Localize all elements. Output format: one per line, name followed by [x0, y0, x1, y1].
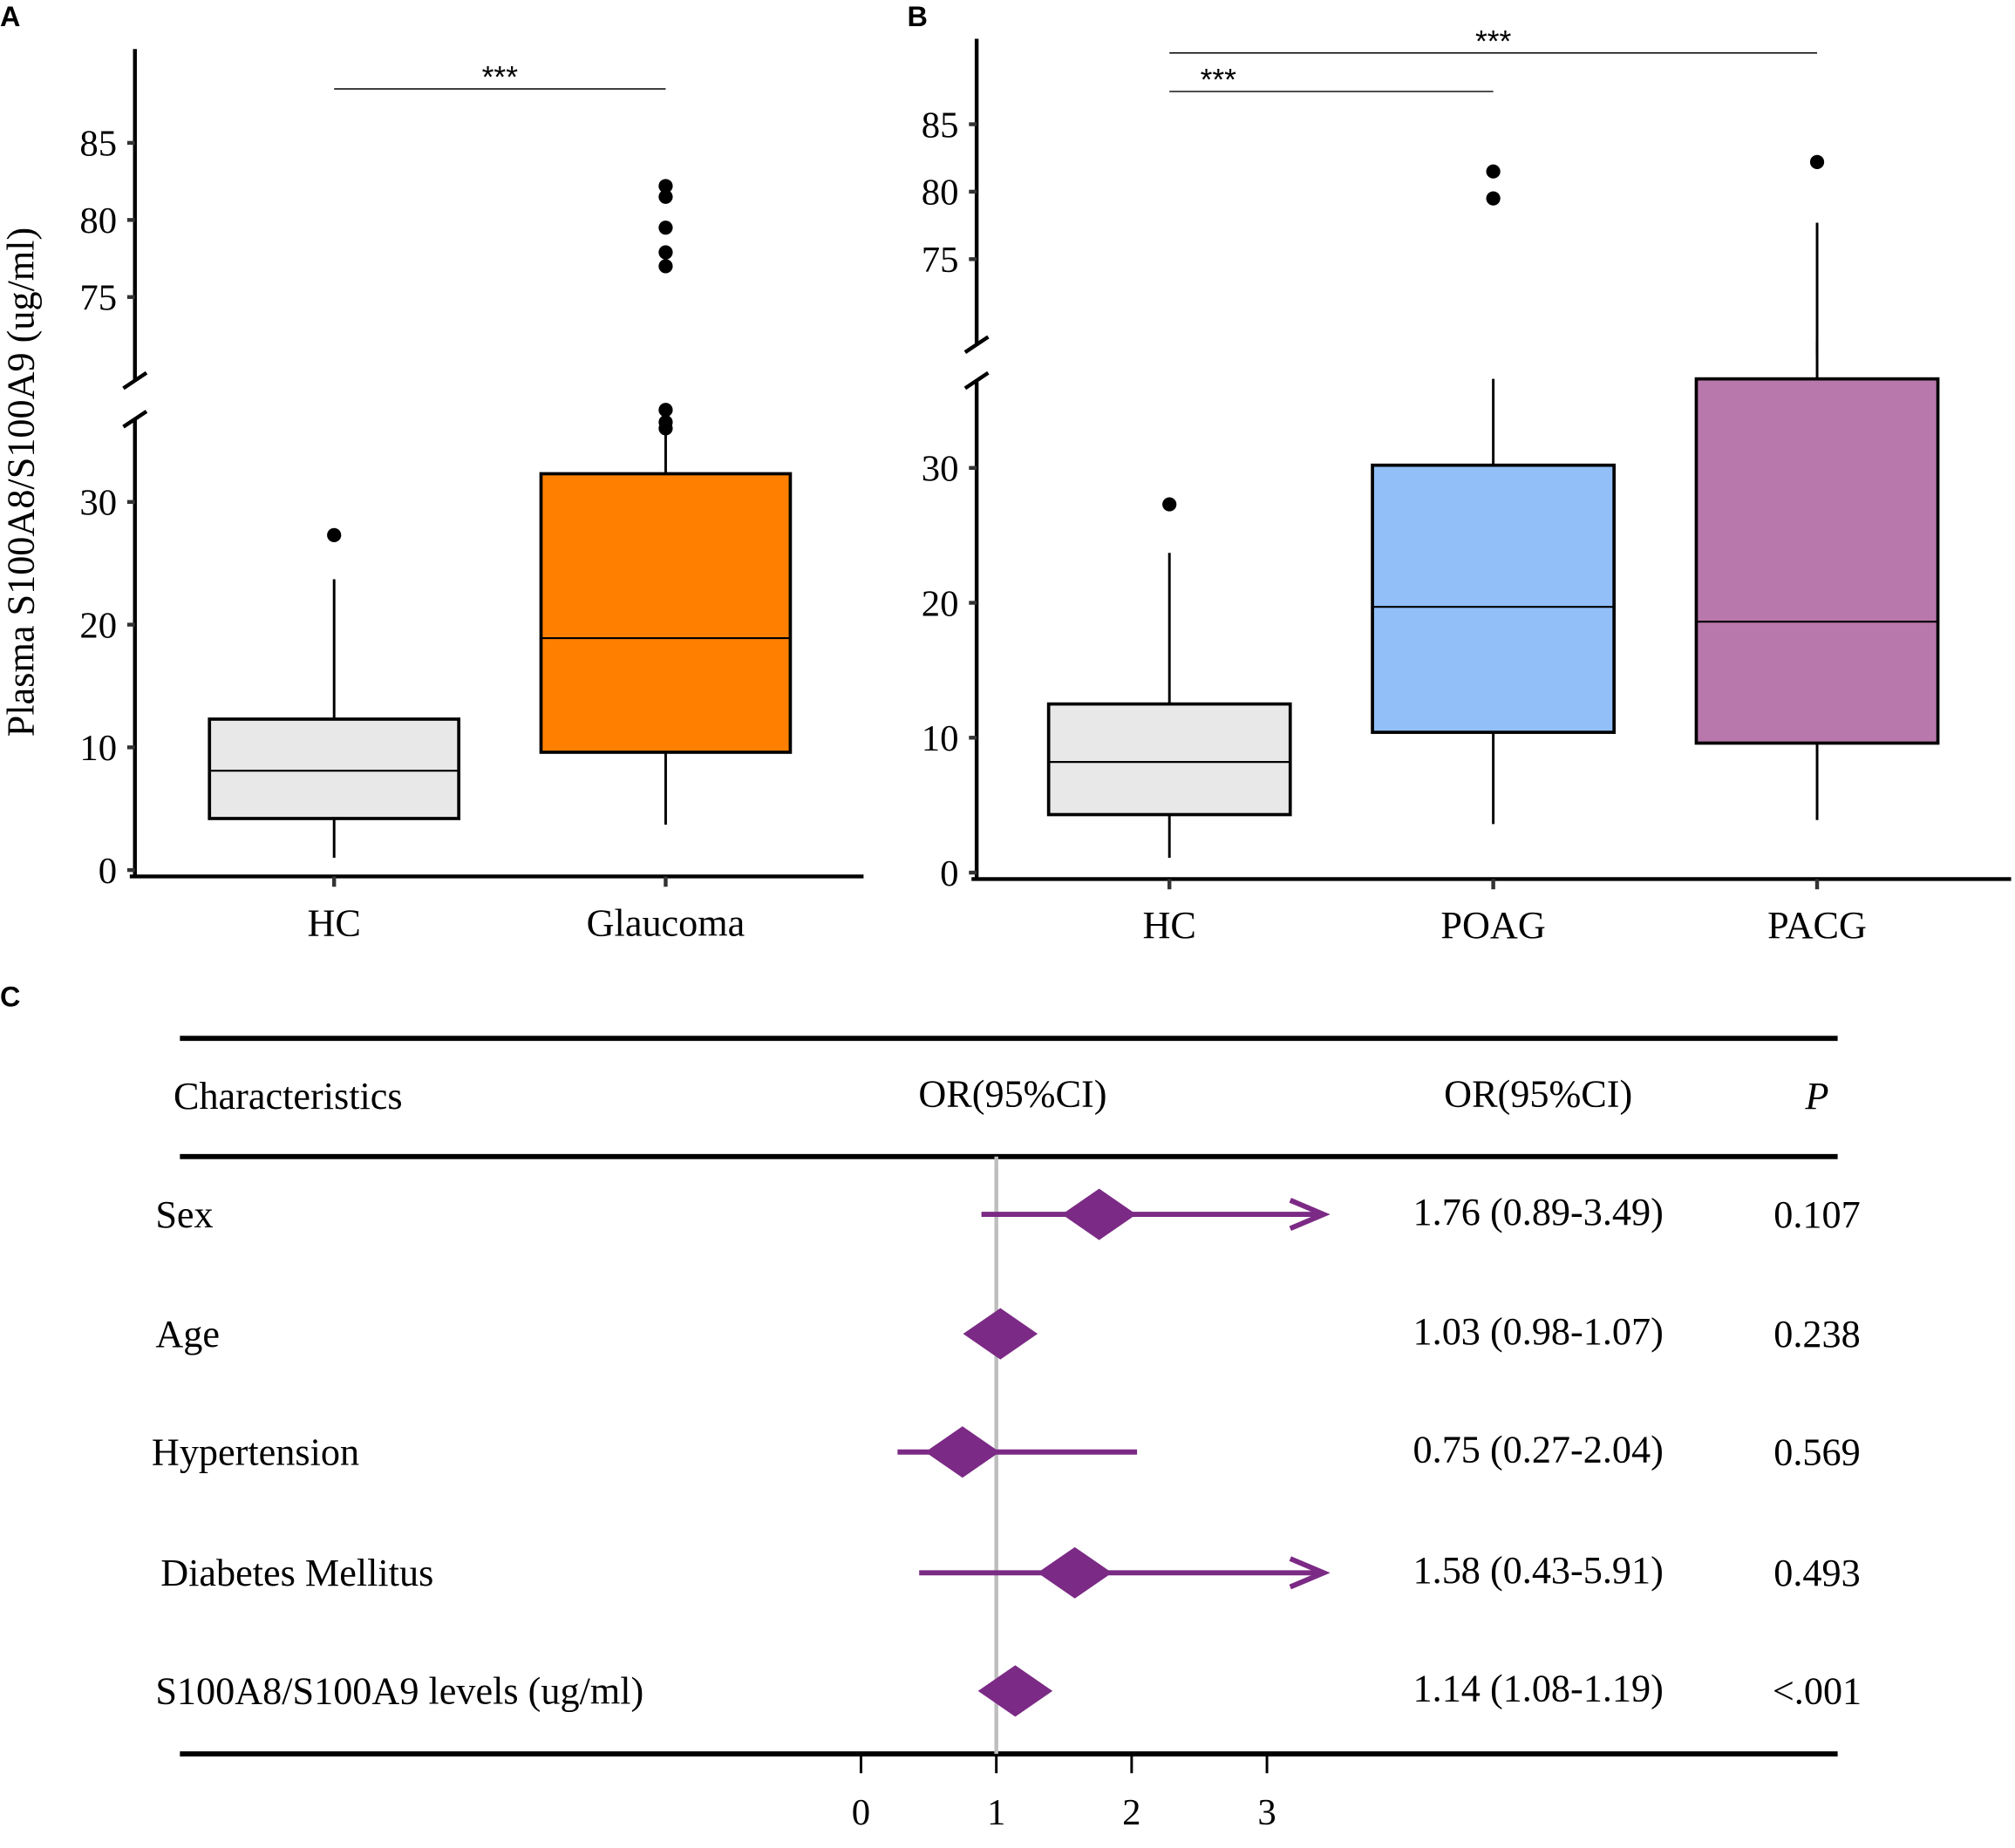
outlier-point: [658, 221, 673, 235]
outlier-point: [1486, 191, 1501, 206]
header-p: P: [1805, 1075, 1829, 1118]
outlier-point: [658, 259, 673, 274]
box-hc: [1046, 702, 1292, 817]
x-tick-label: HC: [307, 901, 360, 944]
row-label: S100A8/S100A9 levels (ug/ml): [155, 1670, 643, 1713]
outlier-point: [1486, 164, 1501, 179]
panel-label-c: C: [0, 981, 20, 1012]
or-diamond: [925, 1426, 1000, 1478]
x-tick-label: 3: [1257, 1792, 1276, 1833]
x-tick-label: HC: [1143, 904, 1196, 947]
outlier-point: [658, 179, 673, 194]
header-or: OR(95%CI): [1444, 1072, 1632, 1115]
header-characteristics: Characteristics: [174, 1075, 403, 1118]
row-label: Age: [155, 1313, 220, 1355]
y-tick-label: 0: [99, 851, 117, 892]
panel-label-a: A: [0, 1, 20, 32]
x-tick-label: Glaucoma: [587, 901, 745, 944]
panel-c-forest-plot: Characteristics OR(95%CI) OR(95%CI) P 0 1 2 3 Se…: [152, 1036, 1862, 1833]
y-tick-label: 30: [922, 449, 959, 490]
or-diamond: [977, 1665, 1053, 1717]
or-value: 1.76 (0.89-3.49): [1413, 1191, 1664, 1233]
box-glaucoma: [539, 472, 793, 754]
p-value: 0.238: [1773, 1313, 1860, 1355]
panel-label-b: B: [908, 1, 928, 32]
outlier-point: [658, 245, 673, 260]
or-value: 1.14 (1.08-1.19): [1413, 1668, 1664, 1710]
outlier-point: [327, 527, 342, 542]
p-value: 0.569: [1773, 1430, 1860, 1473]
panel-a-boxplot: 0 10 20 30 75 80 85 HC Glaucoma ***: [79, 49, 864, 944]
or-value: 0.75 (0.27-2.04): [1413, 1429, 1664, 1471]
box-poag: [1371, 463, 1617, 734]
y-axis-label-a: Plasma S100A8/S100A9 (ug/ml): [0, 228, 42, 737]
y-tick-label: 20: [922, 583, 959, 624]
header-plot: OR(95%CI): [918, 1072, 1106, 1115]
p-value: 0.493: [1773, 1552, 1860, 1594]
or-diamond: [1061, 1188, 1137, 1240]
outlier-point: [1162, 497, 1177, 512]
x-tick-label: PACG: [1767, 904, 1867, 947]
row-label: Diabetes Mellitus: [160, 1552, 433, 1594]
axis-break-mark: [122, 370, 148, 391]
y-tick-label: 20: [79, 605, 117, 646]
x-tick-label: 2: [1122, 1792, 1140, 1833]
axis-break-mark: [122, 410, 148, 429]
y-tick-label: 10: [79, 728, 117, 769]
p-value: 0.107: [1773, 1193, 1860, 1236]
or-diamond: [963, 1308, 1038, 1360]
ci-arrow-icon: [1289, 1556, 1331, 1590]
outlier-point: [1809, 154, 1825, 169]
or-diamond: [1037, 1546, 1113, 1599]
outlier-point: [658, 415, 673, 430]
row-label: Hypertension: [152, 1430, 359, 1473]
y-tick-label: 30: [79, 483, 117, 524]
ci-arrow-icon: [1289, 1198, 1331, 1232]
p-value: <.001: [1773, 1670, 1862, 1713]
y-tick-label: 75: [922, 240, 959, 281]
y-tick-label: 75: [79, 277, 117, 318]
row-label: Sex: [155, 1193, 213, 1236]
or-value: 1.03 (0.98-1.07): [1413, 1310, 1664, 1353]
outlier-point: [658, 189, 673, 204]
or-value: 1.58 (0.43-5.91): [1413, 1549, 1664, 1592]
panel-b-boxplot: 0 10 20 30 75 80 85 HC POAG PACG *** ***: [922, 24, 2012, 947]
x-tick-label: POAG: [1440, 904, 1545, 947]
y-tick-label: 85: [79, 124, 117, 165]
y-tick-label: 80: [922, 173, 959, 214]
significance-label: ***: [482, 61, 519, 95]
axis-break-mark: [963, 370, 990, 391]
axis-break-mark: [963, 335, 990, 354]
significance-label: ***: [1475, 24, 1512, 58]
significance-label: ***: [1201, 63, 1237, 97]
box-pacg: [1694, 377, 1940, 745]
y-tick-label: 10: [922, 718, 959, 759]
x-tick-label: 0: [852, 1792, 870, 1833]
y-tick-label: 80: [79, 200, 117, 241]
box-hc: [208, 717, 461, 820]
x-tick-label: 1: [987, 1792, 1005, 1833]
y-tick-label: 0: [940, 853, 958, 894]
y-tick-label: 85: [922, 105, 959, 146]
outlier-point: [658, 403, 673, 418]
